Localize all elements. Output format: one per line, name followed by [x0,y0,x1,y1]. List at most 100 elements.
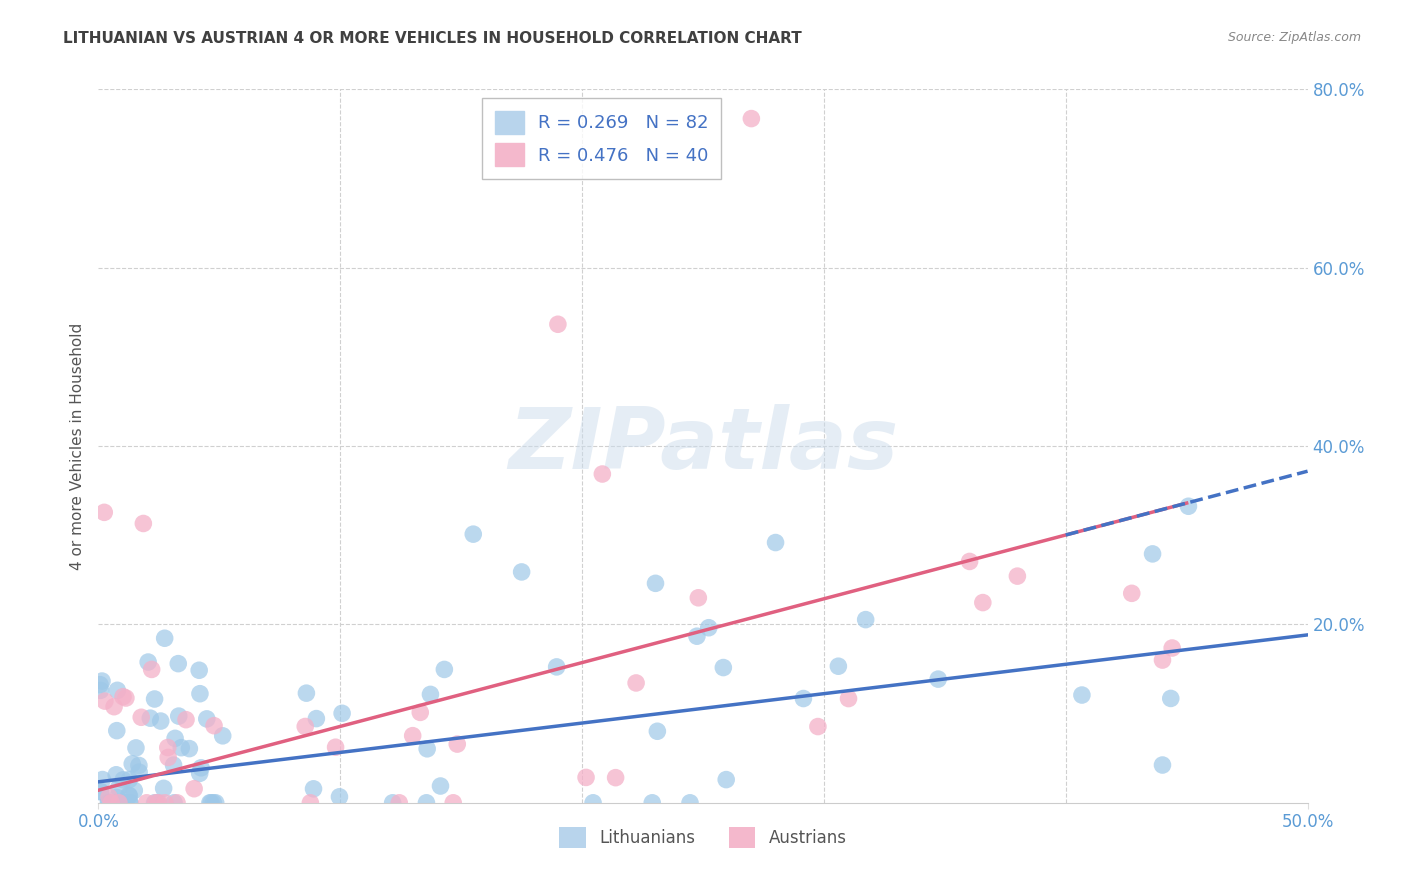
Point [174,713,197,727]
Point [697,621,720,635]
Point [381,796,404,810]
Point [463,527,485,541]
Point [605,771,627,785]
Point [112,796,135,810]
Point [162,758,184,772]
Point [388,796,411,810]
Point [118,796,141,810]
Point [152,781,174,796]
Point [179,741,201,756]
Point [1152,653,1174,667]
Point [118,789,141,803]
Point [195,712,218,726]
Point [325,740,347,755]
Text: ZIPatlas: ZIPatlas [508,404,898,488]
Point [299,796,322,810]
Point [679,796,702,810]
Point [118,796,141,810]
Point [94,694,117,708]
Point [765,535,787,549]
Point [188,663,211,677]
Point [105,683,128,698]
Point [409,706,432,720]
Point [416,741,439,756]
Point [128,765,150,780]
Point [139,711,162,725]
Point [157,750,180,764]
Legend: Lithuanians, Austrians: Lithuanians, Austrians [553,821,853,855]
Point [124,783,146,797]
Point [165,731,187,746]
Point [510,565,533,579]
Point [546,660,568,674]
Point [446,737,468,751]
Point [111,690,134,704]
Point [136,655,159,669]
Point [792,691,814,706]
Point [108,796,131,810]
Point [415,796,437,810]
Point [183,781,205,796]
Point [295,686,318,700]
Point [100,796,122,810]
Point [740,112,762,126]
Point [624,676,647,690]
Point [112,796,135,810]
Point [429,779,451,793]
Point [202,796,225,810]
Point [330,706,353,721]
Point [90,785,112,799]
Text: LITHUANIAN VS AUSTRIAN 4 OR MORE VEHICLES IN HOUSEHOLD CORRELATION CHART: LITHUANIAN VS AUSTRIAN 4 OR MORE VEHICLE… [63,31,801,46]
Point [837,691,859,706]
Point [89,678,111,692]
Point [305,712,328,726]
Point [855,613,877,627]
Point [547,318,569,332]
Point [827,659,849,673]
Text: Source: ZipAtlas.com: Source: ZipAtlas.com [1227,31,1361,45]
Point [591,467,613,481]
Point [141,662,163,676]
Point [153,632,176,646]
Point [121,756,143,771]
Point [112,772,135,787]
Point [959,554,981,568]
Point [582,796,605,810]
Point [98,789,121,804]
Point [89,683,111,698]
Point [163,796,186,810]
Point [1160,691,1182,706]
Point [198,796,221,810]
Point [188,766,211,780]
Point [115,691,138,706]
Point [1071,688,1094,702]
Point [91,772,114,787]
Point [441,796,464,810]
Point [105,768,128,782]
Point [135,796,157,810]
Point [972,596,994,610]
Point [711,660,734,674]
Point [716,772,738,787]
Point [118,772,141,787]
Point [211,729,233,743]
Point [402,729,425,743]
Point [132,516,155,531]
Point [105,790,128,805]
Point [125,740,148,755]
Point [97,796,120,810]
Point [105,723,128,738]
Point [167,709,190,723]
Point [97,796,120,810]
Point [93,505,115,519]
Point [156,740,179,755]
Point [1161,640,1184,655]
Point [1177,500,1199,514]
Point [90,784,112,798]
Point [190,761,212,775]
Point [328,789,350,804]
Point [419,687,441,701]
Point [148,796,170,810]
Point [143,796,166,810]
Point [433,662,456,676]
